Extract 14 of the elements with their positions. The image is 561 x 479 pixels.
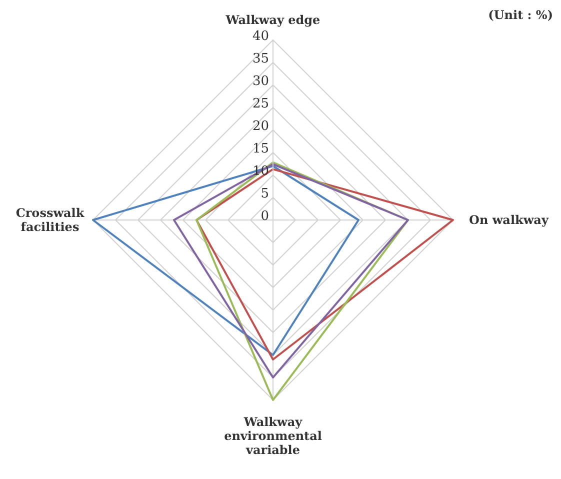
spoke-label: Crosswalk facilities bbox=[16, 206, 85, 234]
spoke-label: Walkway environmental variable bbox=[224, 415, 322, 457]
y-tick-label: 35 bbox=[252, 52, 269, 66]
y-tick-label: 0 bbox=[260, 209, 269, 224]
y-tick-label: 40 bbox=[252, 29, 269, 44]
y-tick-label: 5 bbox=[260, 186, 269, 202]
y-tick-label: 25 bbox=[252, 96, 269, 112]
y-tick-label: 30 bbox=[252, 74, 269, 89]
y-tick-label: 10 bbox=[252, 164, 269, 179]
text: (Unit : %) bbox=[488, 8, 553, 22]
spoke-label: Walkway edge bbox=[224, 13, 321, 27]
y-tick-label: 15 bbox=[252, 142, 269, 156]
y-tick-label: 20 bbox=[252, 119, 269, 134]
spoke-label: On walkway bbox=[469, 213, 550, 227]
